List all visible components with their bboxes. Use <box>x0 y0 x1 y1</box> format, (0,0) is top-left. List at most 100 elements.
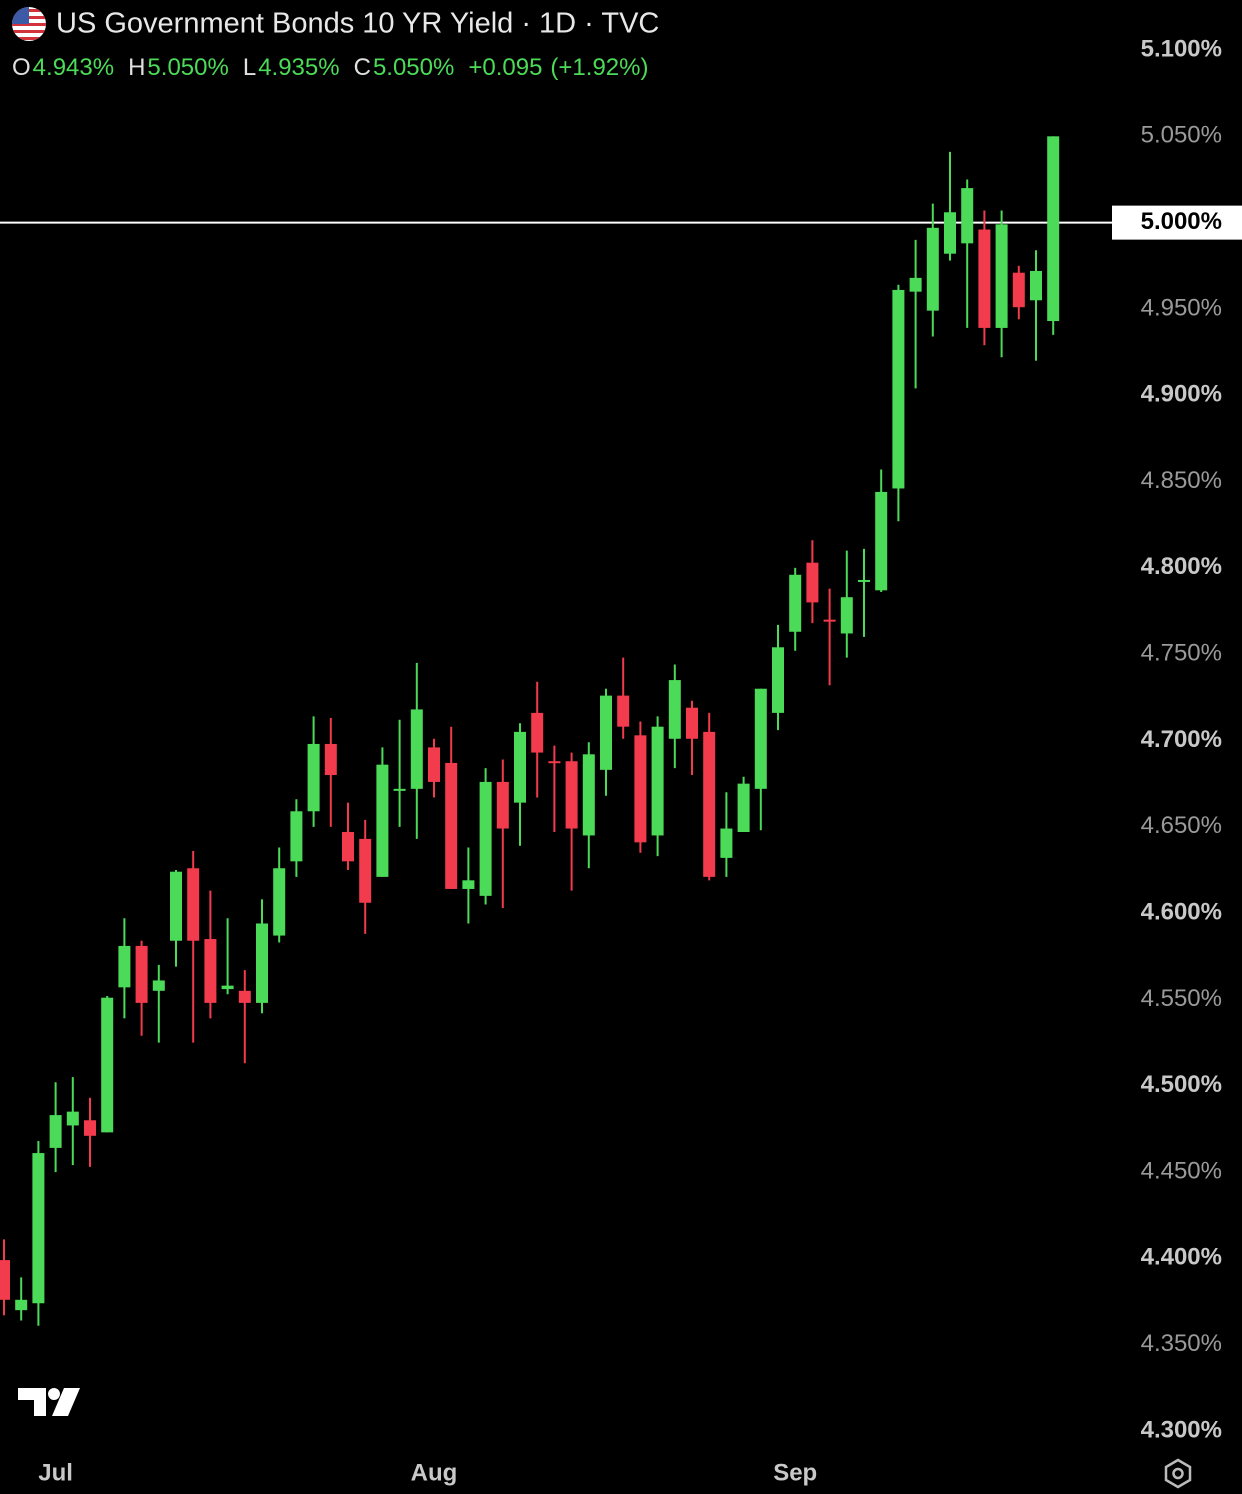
ohlc-value: 5.050% <box>373 54 454 81</box>
candle-body <box>617 695 630 727</box>
candle-body <box>944 212 956 254</box>
logo <box>18 1388 80 1416</box>
y-tick-label: 4.600% <box>1141 898 1222 925</box>
candle-body <box>892 289 905 489</box>
candle-body <box>273 868 286 936</box>
y-tick-label: 4.500% <box>1141 1071 1222 1098</box>
y-tick-label: 4.700% <box>1141 726 1222 753</box>
candle-body <box>772 647 784 713</box>
candle-body <box>634 735 647 843</box>
candle-body <box>238 990 251 1003</box>
candle-body <box>961 188 974 244</box>
candle-body <box>1012 272 1025 308</box>
candle-body <box>135 945 148 1003</box>
flag-icon <box>12 7 46 41</box>
change-percent: (+1.92%) <box>550 54 648 81</box>
candle-body <box>307 743 320 812</box>
candle-body <box>32 1153 45 1304</box>
candle-body <box>514 731 526 803</box>
y-tick-label: 4.750% <box>1141 640 1222 667</box>
ohlc-value: 4.935% <box>258 54 339 81</box>
settings-icon[interactable] <box>1164 1458 1192 1489</box>
candle-body <box>565 761 578 829</box>
x-tick-label: Jul <box>38 1459 73 1486</box>
candle-body <box>840 597 853 634</box>
y-tick-label: 4.900% <box>1141 381 1222 408</box>
candle-body <box>995 224 1008 328</box>
candle-body <box>359 838 372 903</box>
candle-body <box>410 709 423 789</box>
candle-body <box>324 743 337 776</box>
candle-body <box>170 871 182 941</box>
candle-body <box>600 695 612 770</box>
candle-body <box>118 945 131 988</box>
candle-body <box>15 1299 28 1311</box>
candle-body <box>84 1120 96 1136</box>
y-tick-label: 4.850% <box>1141 467 1222 494</box>
candle-body <box>789 574 802 632</box>
candle-body <box>221 985 234 990</box>
candle-body <box>376 764 389 877</box>
candle-body <box>720 828 733 858</box>
candle-body <box>0 1260 10 1300</box>
y-tick-label: 4.650% <box>1141 812 1222 839</box>
candle-body <box>290 811 303 862</box>
ohlc-key: H <box>128 54 145 81</box>
candle-body <box>256 923 268 1003</box>
candle-body <box>428 747 440 782</box>
candle-body <box>187 868 200 941</box>
y-tick-label: 5.100% <box>1141 35 1222 62</box>
y-tick-label: 5.050% <box>1141 122 1222 149</box>
ohlc-key: C <box>354 54 371 81</box>
y-tick-label: 4.300% <box>1141 1416 1222 1443</box>
candle-body <box>926 227 939 311</box>
candle-body <box>754 688 767 789</box>
candle-body <box>978 229 991 328</box>
y-tick-label: 4.800% <box>1141 553 1222 580</box>
candle-body <box>703 731 716 877</box>
candle-body <box>582 754 595 836</box>
y-tick-label: 4.400% <box>1141 1244 1222 1271</box>
candle-body <box>393 788 406 791</box>
y-tick-label: 4.550% <box>1141 985 1222 1012</box>
candle-body <box>496 781 509 829</box>
y-tick-label: 4.950% <box>1141 294 1222 321</box>
y-tick-label: 4.450% <box>1141 1157 1222 1184</box>
candle-body <box>858 579 870 582</box>
x-tick-label: Sep <box>773 1459 817 1486</box>
candle-body <box>152 980 165 991</box>
candle-body <box>445 762 458 889</box>
candle-body <box>651 726 664 836</box>
reference-label-box <box>1112 205 1242 240</box>
candle-body <box>737 783 750 832</box>
chart-title: US Government Bonds 10 YR Yield · 1D · T… <box>56 8 659 40</box>
y-tick-label: 5.000% <box>1141 208 1222 235</box>
candle-body <box>101 997 114 1133</box>
x-tick-label: Aug <box>411 1459 458 1486</box>
candle-body <box>1030 270 1042 301</box>
ohlc-legend: O4.943% H5.050% L4.935% C5.050% +0.095 (+1.92… <box>12 54 648 81</box>
candle-body <box>668 680 681 739</box>
candle-body <box>66 1111 79 1126</box>
candle-body <box>342 831 354 862</box>
candle-body <box>875 491 888 591</box>
candle-body <box>1047 136 1060 322</box>
candle-body <box>823 619 836 622</box>
candle-body <box>548 761 561 764</box>
candle-body <box>909 277 922 292</box>
candle-body <box>531 712 544 753</box>
ohlc-key: L <box>243 54 256 81</box>
change: +0.095 <box>468 54 542 81</box>
candle-body <box>462 880 475 889</box>
candle-body <box>686 707 698 739</box>
y-tick-label: 4.350% <box>1141 1330 1222 1357</box>
ohlc-key: O <box>12 54 31 81</box>
candle-body <box>204 939 217 1003</box>
candle-body <box>49 1115 62 1148</box>
ohlc-value: 5.050% <box>147 54 228 81</box>
ohlc-value: 4.943% <box>33 54 114 81</box>
candle-body <box>479 781 492 896</box>
candle-body <box>806 562 819 603</box>
